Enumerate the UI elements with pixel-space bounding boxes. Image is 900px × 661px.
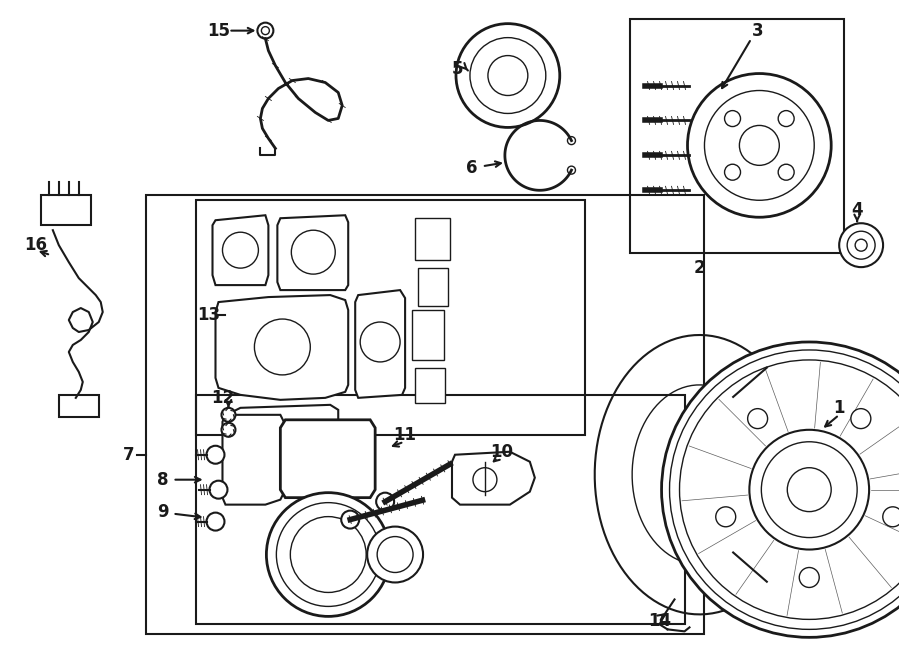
Circle shape [266,492,390,617]
Text: 15: 15 [207,22,230,40]
Circle shape [724,110,741,126]
Circle shape [662,342,900,637]
Circle shape [568,166,575,174]
Circle shape [761,442,857,537]
Polygon shape [412,310,444,360]
Text: 3: 3 [752,22,763,40]
Bar [195,395,685,625]
Circle shape [750,430,869,549]
Circle shape [221,408,236,422]
Circle shape [778,164,794,180]
Circle shape [850,408,871,428]
Circle shape [799,568,819,588]
Circle shape [257,22,274,38]
Text: 16: 16 [24,236,48,254]
Circle shape [341,510,359,529]
Text: 8: 8 [157,471,168,488]
Circle shape [788,468,832,512]
Text: 6: 6 [466,159,478,177]
Circle shape [206,513,224,531]
Circle shape [376,492,394,510]
Text: 9: 9 [157,502,168,521]
Bar [58,395,99,417]
Polygon shape [356,290,405,398]
Polygon shape [212,215,268,285]
Polygon shape [222,415,285,504]
Polygon shape [452,451,535,504]
Text: 13: 13 [197,306,220,324]
Text: 4: 4 [851,201,863,219]
Circle shape [206,446,224,464]
Polygon shape [415,218,450,260]
Polygon shape [281,420,375,498]
Circle shape [210,481,228,498]
Circle shape [688,73,832,217]
Polygon shape [418,268,448,306]
Text: 14: 14 [648,612,671,631]
Circle shape [748,408,768,428]
Text: 2: 2 [694,259,706,277]
Bar [146,195,705,635]
Text: 10: 10 [491,443,513,461]
Circle shape [367,527,423,582]
Circle shape [778,110,794,126]
Circle shape [221,423,236,437]
Text: 7: 7 [123,446,134,464]
Polygon shape [215,295,348,400]
Circle shape [680,360,900,619]
Circle shape [670,350,900,629]
Polygon shape [277,215,348,290]
Circle shape [724,164,741,180]
Circle shape [456,24,560,128]
Text: 1: 1 [833,399,845,417]
Text: 11: 11 [393,426,417,444]
Bar [630,19,844,253]
Circle shape [716,507,735,527]
Polygon shape [232,405,338,432]
Text: 5: 5 [452,59,464,77]
Bar [195,200,585,435]
Circle shape [568,137,575,145]
Circle shape [839,223,883,267]
Polygon shape [415,368,445,403]
Bar [40,195,91,225]
Circle shape [883,507,900,527]
Text: 12: 12 [211,389,234,407]
